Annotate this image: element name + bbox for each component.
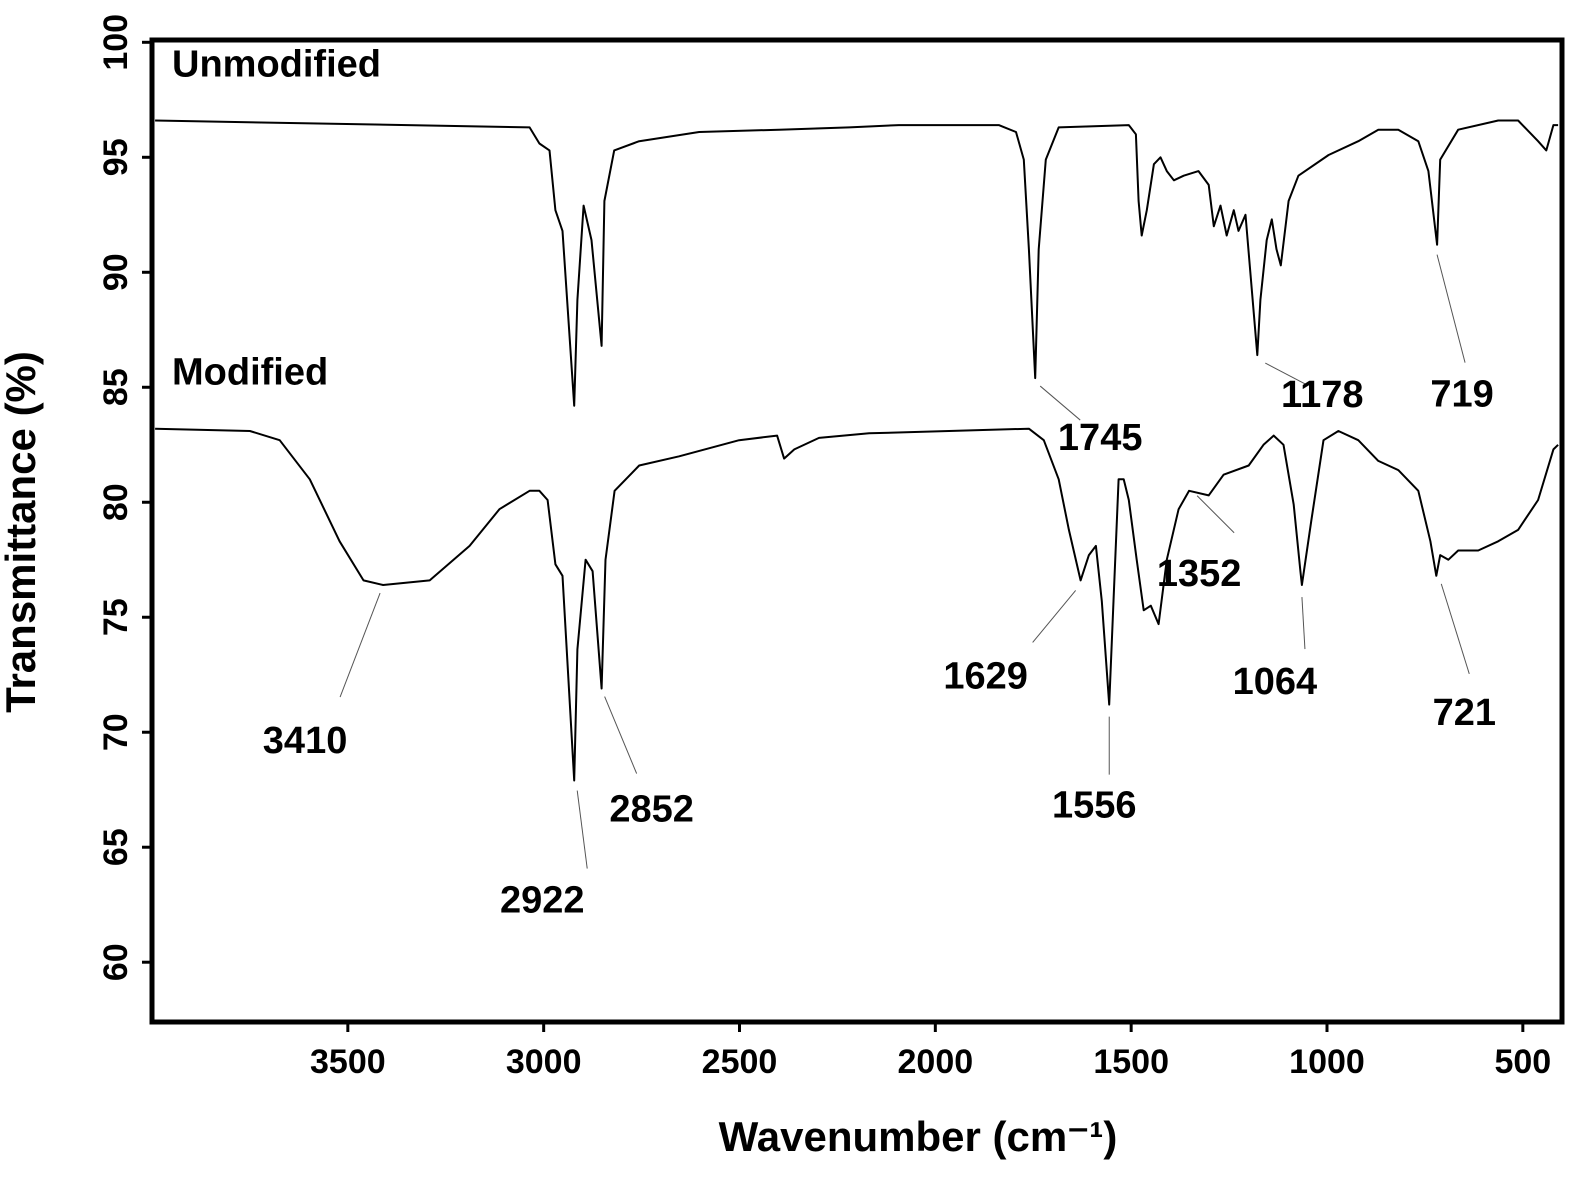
- y-tick-label: 100: [97, 14, 135, 71]
- x-tick-label: 1000: [1289, 1043, 1365, 1081]
- peak-label: 3410: [263, 720, 348, 762]
- peak-leader: [339, 592, 381, 698]
- peak-leader: [1032, 590, 1077, 643]
- y-tick-label: 70: [97, 713, 135, 751]
- peak-label: 1178: [1281, 374, 1363, 416]
- peak-label: 2852: [609, 789, 694, 831]
- x-tick-label: 500: [1494, 1043, 1551, 1081]
- peak-leader: [1436, 254, 1466, 363]
- y-tick-label: 85: [97, 368, 135, 406]
- peak-label: 1629: [943, 655, 1028, 697]
- series-name: Unmodified: [172, 44, 381, 86]
- peak-leader: [1265, 362, 1308, 386]
- peak-label: 1556: [1052, 785, 1137, 827]
- y-tick-label: 60: [97, 943, 135, 981]
- x-axis-title: Wavenumber (cm⁻¹): [719, 1113, 1118, 1160]
- spectrum-line: [155, 427, 1559, 782]
- plot-frame: [149, 37, 1565, 1025]
- y-tick-label: 80: [97, 483, 135, 521]
- peak-leader: [604, 696, 638, 774]
- peak-label: 719: [1430, 374, 1493, 416]
- y-tick-label: 90: [97, 253, 135, 291]
- peak-label: 1745: [1058, 417, 1143, 459]
- series-name: Modified: [172, 352, 328, 394]
- peak-label: 721: [1433, 692, 1496, 734]
- x-tick-label: 3500: [310, 1043, 386, 1081]
- y-axis-title: Transmittance (%): [0, 351, 44, 713]
- peak-leader: [1440, 583, 1470, 674]
- spectrum-line: [155, 119, 1559, 407]
- peak-leader: [576, 790, 588, 869]
- peak-label: 1064: [1233, 661, 1318, 703]
- peak-leader: [1196, 495, 1235, 534]
- peak-label: 2922: [500, 880, 585, 922]
- y-tick-label: 95: [97, 138, 135, 176]
- peak-label: 1352: [1157, 553, 1242, 595]
- x-tick-label: 1500: [1093, 1043, 1169, 1081]
- y-tick-label: 65: [97, 828, 135, 866]
- peak-leader: [1301, 597, 1306, 650]
- peak-leader: [1039, 385, 1081, 421]
- x-tick-label: 2500: [702, 1043, 778, 1081]
- x-tick-label: 3000: [506, 1043, 582, 1081]
- x-tick-label: 2000: [898, 1043, 974, 1081]
- y-tick-label: 75: [97, 598, 135, 636]
